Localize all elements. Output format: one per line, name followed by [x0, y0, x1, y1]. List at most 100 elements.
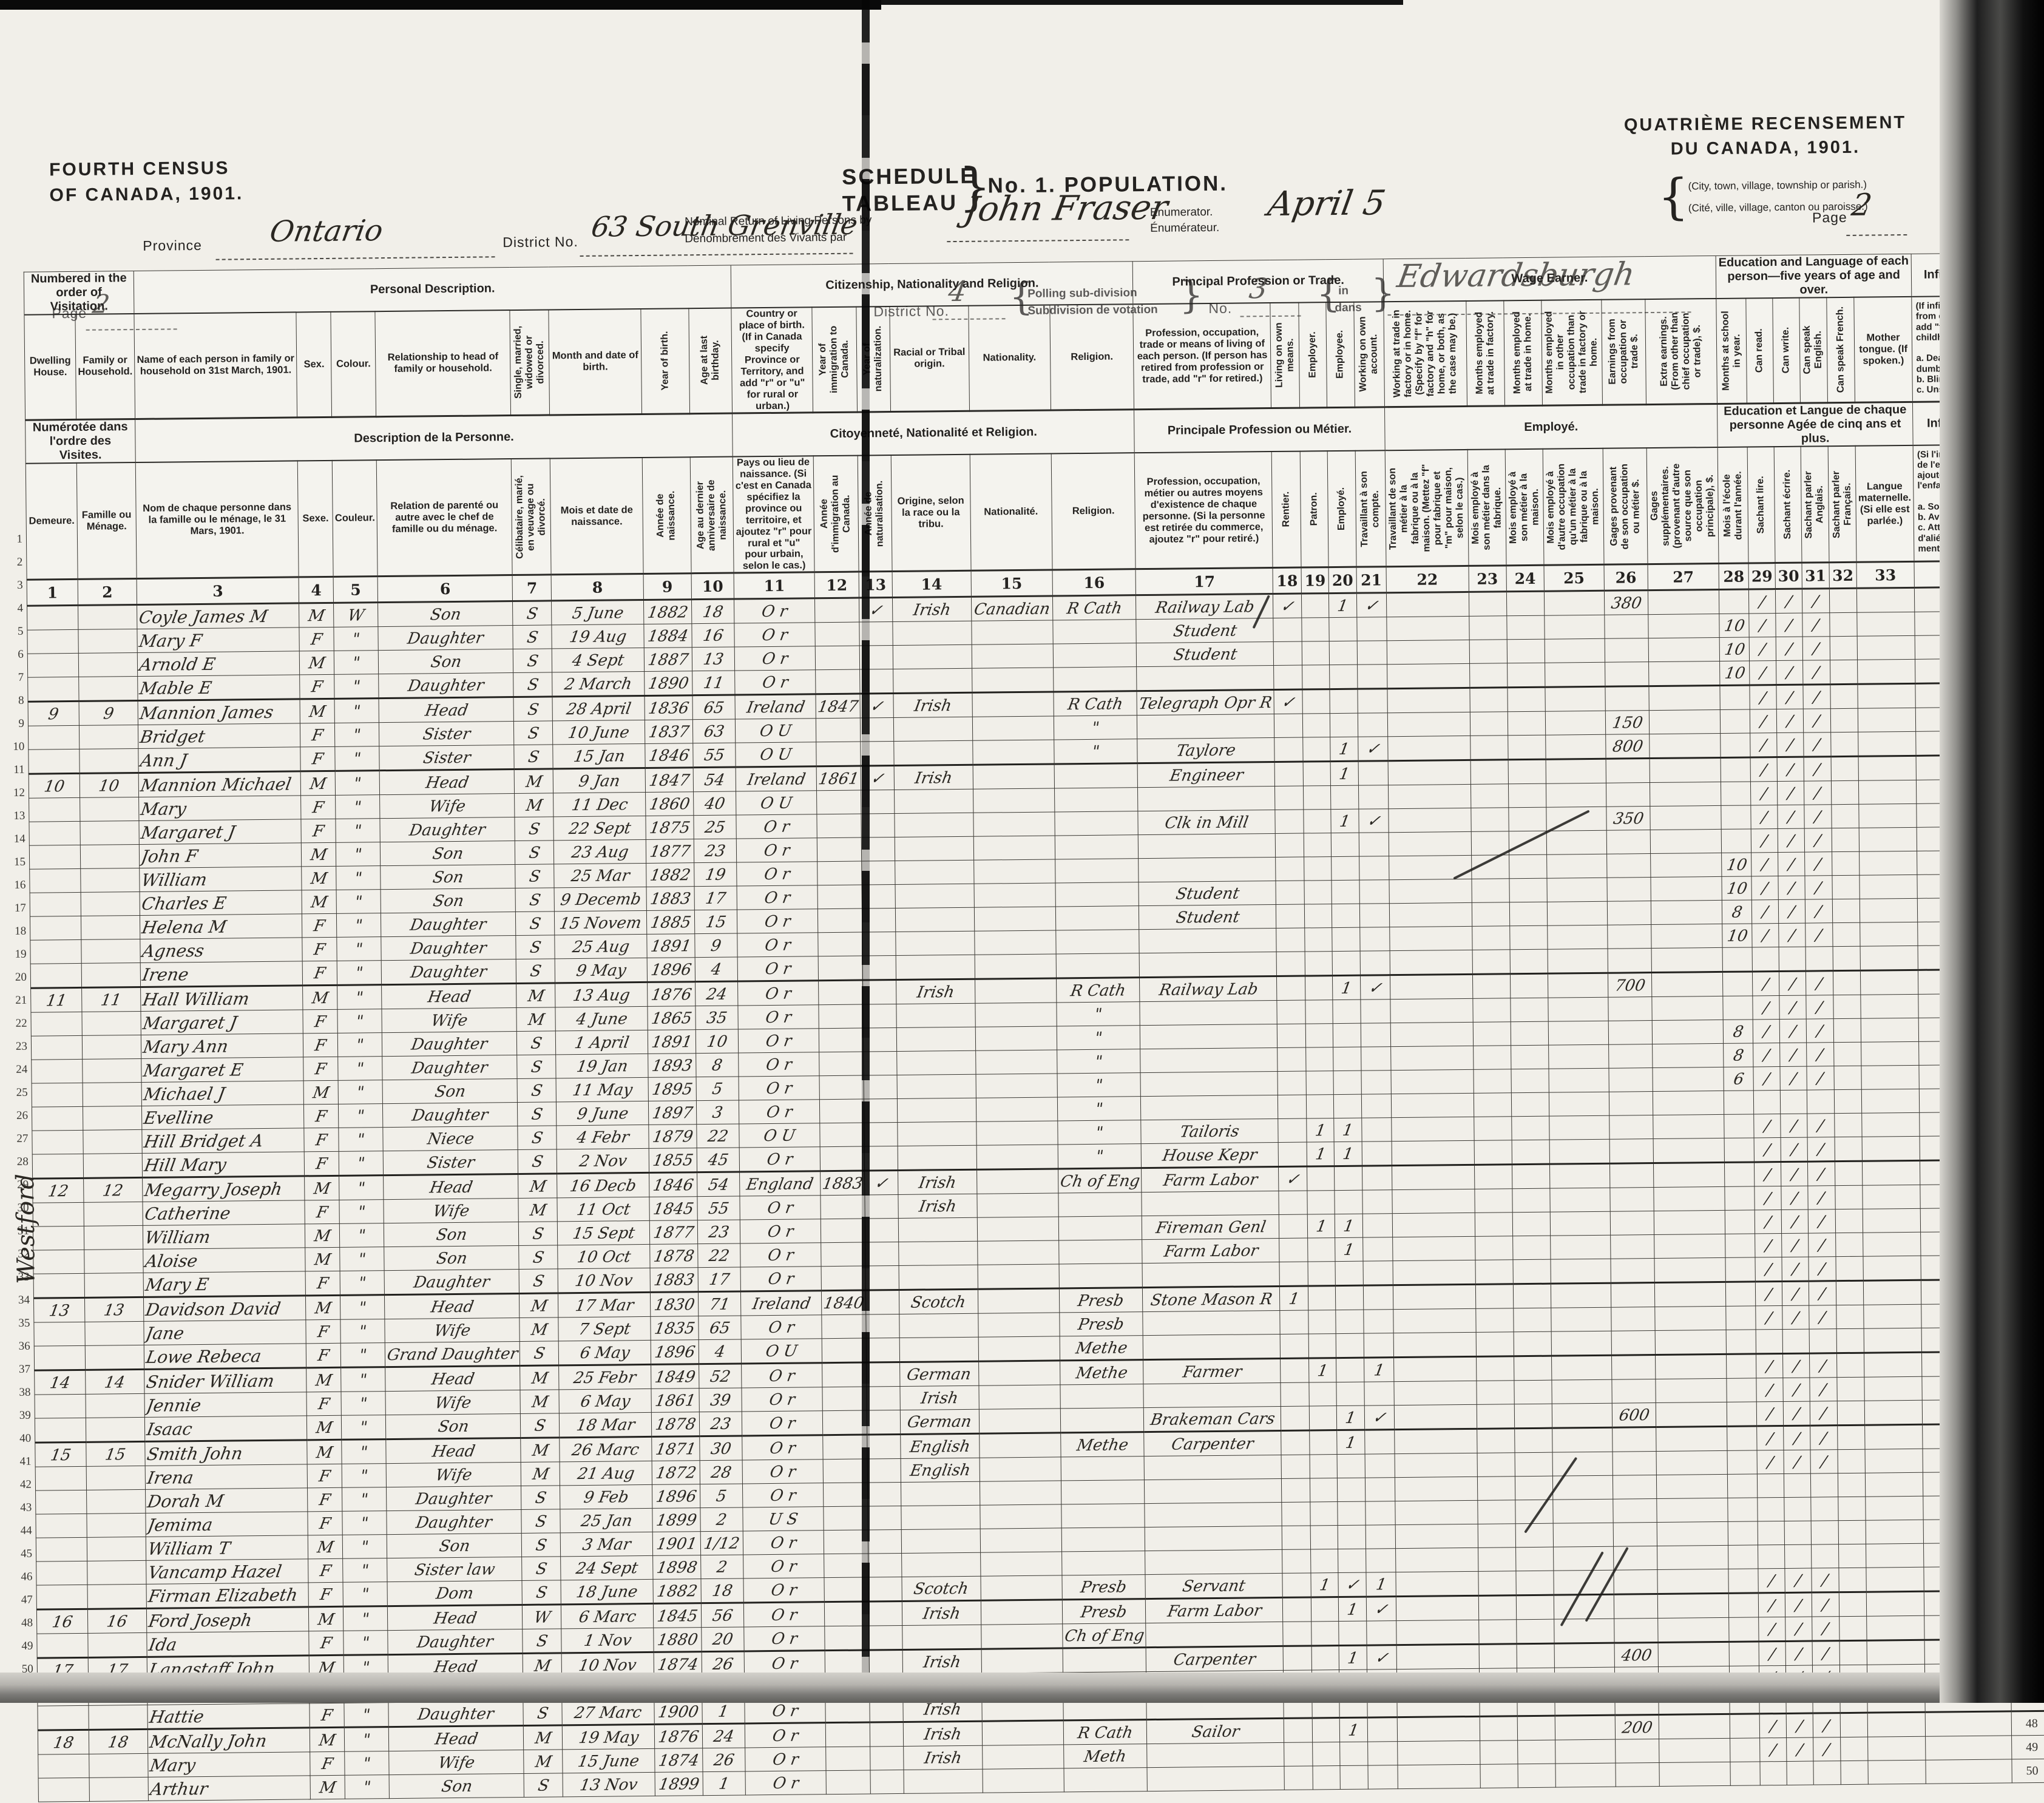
cell-col16: Meth	[1063, 1744, 1148, 1769]
cell-col15	[974, 907, 1056, 932]
cell-col6: Son	[380, 841, 516, 867]
gutter-line-number: 45	[20, 1547, 33, 1560]
handwritten-entry: /	[1819, 1381, 1828, 1399]
handwritten-entry: /	[1814, 855, 1823, 874]
cell-col15	[976, 1145, 1058, 1170]
handwritten-entry: Irish	[922, 1748, 963, 1768]
cell-col8: 22 Sept	[553, 816, 646, 841]
col-header-1-fr: Demeure.	[25, 462, 78, 580]
handwritten-entry: M	[313, 1226, 333, 1246]
cell-col29	[1758, 1544, 1785, 1569]
cell-col15	[978, 1313, 1060, 1338]
cell-col28	[1727, 1378, 1757, 1402]
handwritten-entry: Sister	[421, 748, 472, 768]
cell-col26: 380	[1604, 590, 1648, 615]
cell-col11: O r	[739, 1100, 820, 1125]
cell-col9: 1860	[645, 792, 694, 816]
cell-col7: M	[521, 1462, 560, 1486]
handwritten-entry: 1	[1340, 979, 1353, 998]
cell-col26	[1608, 1044, 1653, 1069]
handwritten-entry: /	[1794, 1620, 1803, 1639]
cell-col9: 1887	[644, 648, 692, 672]
cell-col10: 1	[702, 1699, 745, 1725]
handwritten-entry: F	[316, 1346, 331, 1365]
cell-col10: 28	[699, 1460, 743, 1485]
cell-col32	[1838, 1520, 1866, 1545]
cell-col13	[866, 1338, 900, 1363]
cell-col19	[1303, 762, 1331, 786]
col-header-18-en: Living on own means.	[1270, 302, 1300, 408]
cell-col25	[1545, 686, 1606, 712]
cell-col8: 26 Marc	[560, 1436, 652, 1463]
handwritten-entry: 1845	[651, 1200, 695, 1219]
cell-col15	[975, 1074, 1058, 1098]
cell-col22	[1390, 1022, 1474, 1047]
handwritten-entry: /	[1786, 784, 1795, 803]
handwritten-entry: /	[1812, 616, 1821, 635]
cell-col27	[1656, 1426, 1728, 1452]
cell-col21	[1359, 880, 1390, 904]
cell-col29: /	[1751, 828, 1778, 853]
cell-col18	[1274, 762, 1304, 786]
handwritten-entry: /	[1821, 1571, 1830, 1590]
cell-col7: M	[521, 1438, 560, 1463]
cell-col21	[1356, 617, 1387, 641]
handwritten-entry: "	[356, 1131, 367, 1149]
cell-col32	[1836, 1328, 1864, 1354]
col-header-12-en: Year of immigration to Canada.	[811, 306, 858, 413]
cell-col31	[1813, 1761, 1841, 1785]
cell-col5: "	[343, 1630, 388, 1656]
cell-col11: O r	[737, 956, 819, 982]
handwritten-entry: Presb	[1079, 1578, 1128, 1597]
cell-col32	[1832, 922, 1861, 947]
handwritten-entry: R Cath	[1069, 981, 1127, 1001]
cell-col24	[1506, 615, 1545, 640]
cell-col3: Margaret E	[141, 1057, 304, 1083]
cell-col30	[1784, 1473, 1811, 1498]
cell-col3: Mary Ann	[141, 1033, 304, 1059]
handwritten-entry: "	[1093, 1052, 1104, 1071]
cell-col11: O r	[740, 1243, 821, 1268]
handwritten-entry: 19	[703, 865, 727, 884]
cell-col17	[1145, 1549, 1283, 1575]
cell-col15	[972, 716, 1054, 741]
handwritten-entry: 1880	[655, 1631, 699, 1649]
handwritten-entry: O r	[770, 1654, 799, 1673]
cell-col30: /	[1776, 732, 1804, 757]
cell-col34	[1925, 1711, 2012, 1737]
gutter-line-number: 13	[13, 809, 25, 822]
cell-col33	[1864, 1328, 1922, 1353]
handwritten-entry: 6 Marc	[577, 1608, 638, 1626]
handwritten-entry: /	[1793, 1453, 1802, 1472]
handwritten-entry: /	[1764, 1285, 1773, 1304]
col-header-33-fr: Langue maternelle. (Si elle est parlée.)	[1855, 445, 1915, 563]
cell-col1	[38, 1754, 90, 1779]
handwritten-entry: Mary Ann	[141, 1036, 230, 1057]
cell-col16: "	[1056, 1026, 1141, 1050]
col-number-33: 33	[1856, 561, 1915, 589]
handwritten-entry: 1	[1341, 1145, 1355, 1163]
cell-col29: /	[1756, 1401, 1784, 1427]
cell-col31	[1810, 1473, 1838, 1498]
cell-col16	[1055, 906, 1140, 931]
handwritten-entry: Wife	[431, 1202, 471, 1221]
cell-col14: Irish	[898, 1194, 978, 1219]
cell-col22	[1389, 902, 1472, 928]
col-number-18: 18	[1273, 567, 1302, 594]
handwritten-entry: O r	[771, 1727, 800, 1745]
cell-col2	[79, 748, 139, 774]
cell-col31: /	[1804, 805, 1832, 829]
cell-col6: Head	[384, 1293, 520, 1320]
cell-col14	[896, 1050, 976, 1075]
cell-col32	[1831, 780, 1859, 805]
cell-col2	[79, 725, 138, 749]
cell-col13	[865, 1265, 899, 1291]
cell-col32	[1829, 588, 1857, 614]
handwritten-entry: /	[1791, 1260, 1799, 1279]
handwritten-entry: Head	[432, 1609, 478, 1628]
handwritten-entry: /	[1768, 1717, 1778, 1736]
handwritten-entry: F	[314, 1154, 329, 1174]
cell-col16	[1060, 1408, 1145, 1433]
cell-col8: 9 Jan	[553, 768, 646, 794]
handwritten-entry: /	[1785, 616, 1793, 635]
